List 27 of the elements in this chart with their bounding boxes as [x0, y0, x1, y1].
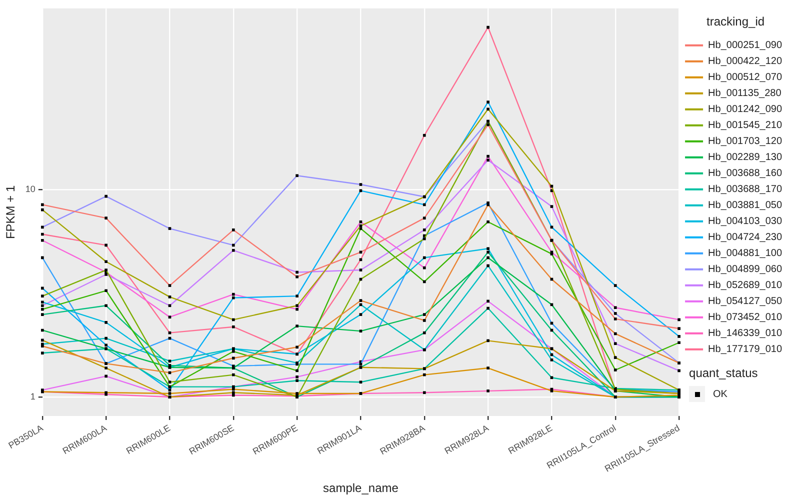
legend-label: Hb_002289_130	[708, 152, 782, 164]
legend-label: Hb_003688_160	[708, 168, 782, 180]
legend-label: Hb_001242_090	[708, 104, 782, 116]
legend-label: Hb_146339_010	[708, 328, 782, 340]
legend-label: Hb_001545_210	[708, 120, 782, 132]
legend-label: Hb_001135_280	[708, 88, 782, 100]
legend-label: Hb_003688_170	[708, 184, 782, 196]
legend-label: Hb_004724_230	[708, 232, 782, 244]
legend-label: Hb_073452_010	[708, 312, 782, 324]
legend-label: Hb_001703_120	[708, 136, 782, 148]
legend-title: tracking_id	[706, 14, 765, 28]
legend-label: Hb_004103_030	[708, 216, 782, 228]
legend-label: Hb_000512_070	[708, 72, 782, 84]
legend-label: Hb_177179_010	[708, 344, 782, 356]
legend-label: Hb_000422_120	[708, 56, 782, 68]
y-tick-label: 1	[30, 391, 36, 402]
y-axis-title: FPKM + 1	[4, 185, 18, 240]
text: OK	[713, 388, 728, 400]
legend-label: Hb_052689_010	[708, 280, 782, 292]
x-axis-title: sample_name	[323, 481, 399, 496]
legend-label: Hb_004881_100	[708, 248, 782, 260]
legend-label: Hb_000251_090	[708, 40, 782, 52]
legend-label: Hb_054127_050	[708, 296, 782, 308]
y-tick-label: 10	[25, 184, 36, 194]
legend-label: Hb_003881_050	[708, 200, 782, 212]
text: quant_status	[689, 366, 758, 380]
legend-label: Hb_004899_060	[708, 264, 782, 276]
